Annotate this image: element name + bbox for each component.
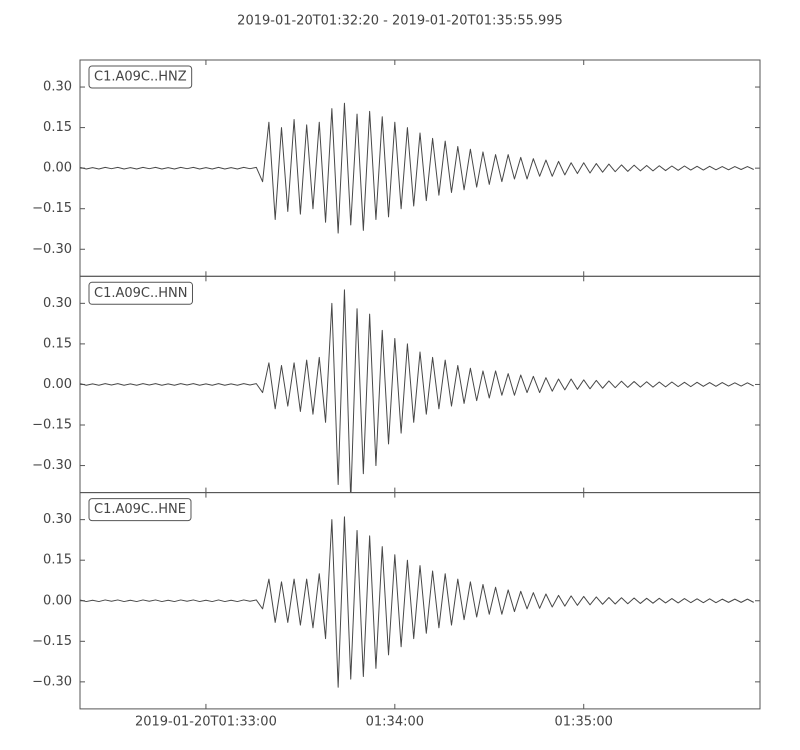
axes-frame bbox=[79, 59, 761, 277]
waveform bbox=[80, 102, 754, 234]
trace-label-box bbox=[88, 281, 193, 305]
trace-label-box bbox=[88, 498, 192, 522]
y-tick-label: −0.15 bbox=[32, 418, 72, 433]
y-tick-label: 0.15 bbox=[43, 336, 72, 351]
y-tick-label: −0.30 bbox=[32, 242, 72, 257]
y-tick-label: 0.00 bbox=[43, 161, 72, 176]
x-tick-label: 01:35:00 bbox=[555, 714, 613, 729]
axes-frame bbox=[79, 275, 761, 494]
y-tick-label: 0.00 bbox=[43, 593, 72, 608]
chart-title: 2019-01-20T01:32:20 - 2019-01-20T01:35:5… bbox=[237, 14, 563, 29]
y-tick-label: −0.15 bbox=[32, 634, 72, 649]
y-tick-label: 0.30 bbox=[43, 296, 72, 311]
y-tick-label: 0.30 bbox=[43, 512, 72, 527]
x-tick-label: 01:34:00 bbox=[366, 714, 424, 729]
trace-label: C1.A09C..HNE bbox=[94, 502, 186, 517]
trace-label: C1.A09C..HNZ bbox=[94, 70, 187, 85]
trace-label: C1.A09C..HNN bbox=[94, 286, 187, 301]
y-tick-label: −0.15 bbox=[32, 201, 72, 216]
y-tick-label: 0.15 bbox=[43, 553, 72, 568]
waveform bbox=[80, 289, 754, 493]
y-tick-label: −0.30 bbox=[32, 458, 72, 473]
y-tick-label: 0.15 bbox=[43, 120, 72, 135]
y-tick-label: 0.30 bbox=[43, 80, 72, 95]
trace-label-box bbox=[88, 65, 193, 89]
x-tick-label: 2019-01-20T01:33:00 bbox=[135, 714, 277, 729]
y-tick-label: 0.00 bbox=[43, 377, 72, 392]
waveform bbox=[80, 516, 754, 688]
axes-frame bbox=[79, 492, 761, 710]
y-tick-label: −0.30 bbox=[32, 674, 72, 689]
